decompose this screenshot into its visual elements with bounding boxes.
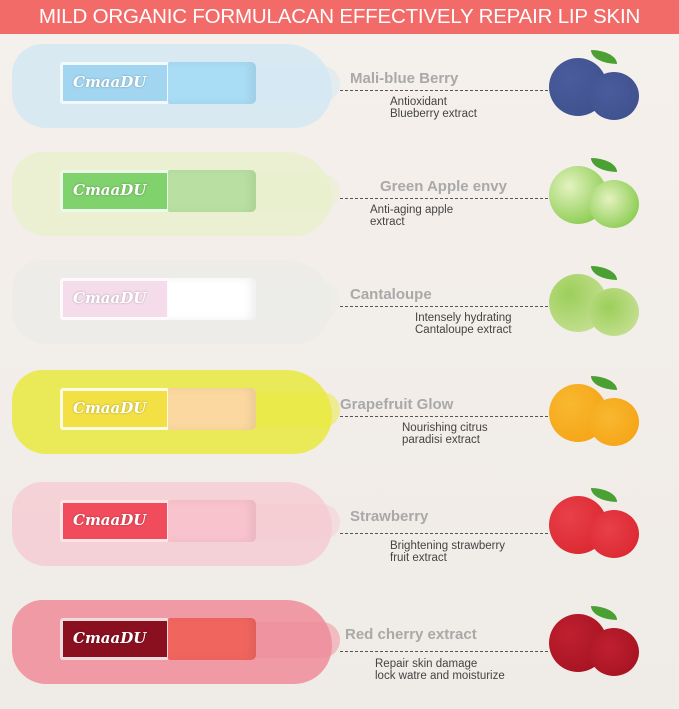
product-name: Mali-blue Berry xyxy=(350,70,459,87)
product-row: CmaaDU Strawberry Brightening strawberry… xyxy=(0,480,679,590)
brand-logo: CmaaDU xyxy=(73,289,147,307)
product-row: CmaaDU Cantaloupe Intensely hydrating Ca… xyxy=(0,258,679,368)
tube-cap xyxy=(168,62,256,104)
tube-cap xyxy=(168,170,256,212)
lip-oil-tube: CmaaDU xyxy=(60,618,256,660)
strawberry-icon xyxy=(545,486,641,566)
tube-cap xyxy=(168,500,256,542)
tube-cap xyxy=(168,618,256,660)
product-description-1: Antioxidant xyxy=(390,96,447,108)
product-description-2: Cantaloupe extract xyxy=(415,324,512,336)
brand-logo: CmaaDU xyxy=(73,399,147,417)
product-description-1: Nourishing citrus xyxy=(402,422,488,434)
lip-oil-tube: CmaaDU xyxy=(60,278,256,320)
product-description-1: Anti-aging apple xyxy=(370,204,454,216)
product-row: CmaaDU Red cherry extract Repair skin da… xyxy=(0,598,679,708)
product-name: Strawberry xyxy=(350,508,429,525)
title-banner: MILD ORGANIC FORMULACAN EFFECTIVELY REPA… xyxy=(0,0,679,34)
lip-oil-tube: CmaaDU xyxy=(60,170,256,212)
product-name: Red cherry extract xyxy=(345,626,477,643)
lip-oil-tube: CmaaDU xyxy=(60,500,256,542)
product-name: Cantaloupe xyxy=(350,286,432,303)
tube-cap xyxy=(168,278,256,320)
dashed-divider xyxy=(340,416,548,417)
product-row: CmaaDU Mali-blue Berry Antioxidant Blueb… xyxy=(0,42,679,152)
tube-window: CmaaDU xyxy=(60,278,170,320)
lip-oil-tube: CmaaDU xyxy=(60,62,256,104)
product-description-2: paradisi extract xyxy=(402,434,480,446)
green-apple-icon xyxy=(545,156,641,236)
brand-logo: CmaaDU xyxy=(73,73,147,91)
product-description-1: Repair skin damage xyxy=(375,658,478,670)
cherry-icon xyxy=(545,604,641,684)
dashed-divider xyxy=(340,533,548,534)
product-row: CmaaDU Grapefruit Glow Nourishing citrus… xyxy=(0,368,679,478)
product-name: Green Apple envy xyxy=(380,178,507,195)
product-name: Grapefruit Glow xyxy=(340,396,454,413)
product-description-2: Blueberry extract xyxy=(390,108,477,120)
product-description-2: lock watre and moisturize xyxy=(375,670,505,682)
product-description-2: fruit extract xyxy=(390,552,447,564)
dashed-divider xyxy=(340,198,548,199)
orange-icon xyxy=(545,374,641,454)
tube-window: CmaaDU xyxy=(60,618,170,660)
brand-logo: CmaaDU xyxy=(73,511,147,529)
product-row: CmaaDU Green Apple envy Anti-aging apple… xyxy=(0,150,679,260)
tube-window: CmaaDU xyxy=(60,388,170,430)
tube-cap xyxy=(168,388,256,430)
dashed-divider xyxy=(340,90,548,91)
brand-logo: CmaaDU xyxy=(73,181,147,199)
cantaloupe-icon xyxy=(545,264,641,344)
tube-window: CmaaDU xyxy=(60,62,170,104)
dashed-divider xyxy=(340,651,548,652)
product-description-1: Intensely hydrating xyxy=(415,312,512,324)
product-description-2: extract xyxy=(370,216,405,228)
blueberry-icon xyxy=(545,48,641,128)
brand-logo: CmaaDU xyxy=(73,629,147,647)
lip-oil-tube: CmaaDU xyxy=(60,388,256,430)
dashed-divider xyxy=(340,306,548,307)
tube-window: CmaaDU xyxy=(60,500,170,542)
tube-window: CmaaDU xyxy=(60,170,170,212)
product-description-1: Brightening strawberry xyxy=(390,540,506,552)
